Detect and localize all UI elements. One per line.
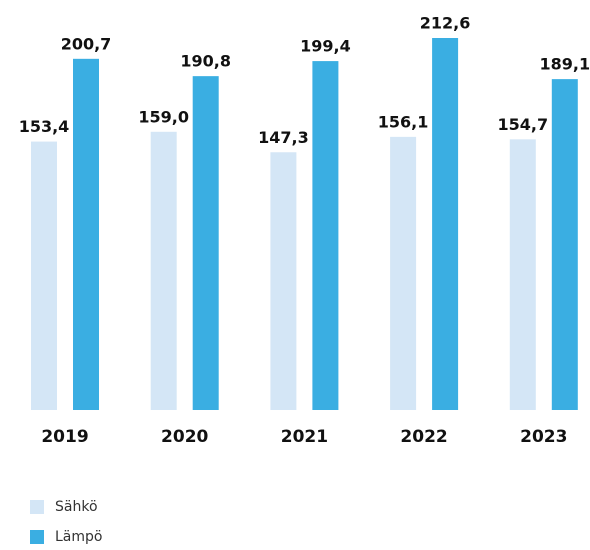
value-label: 189,1 [539,55,590,74]
bar [73,58,99,410]
x-tick-label: 2022 [400,427,447,447]
value-label: 147,3 [258,128,309,147]
bar [432,38,459,410]
x-tick-label: 2019 [41,427,88,447]
legend-swatch [30,530,44,544]
bar [390,136,417,411]
value-label: 154,7 [497,115,548,134]
x-tick-label: 2023 [520,427,567,447]
value-label: 156,1 [378,112,429,131]
legend-swatch [30,500,44,514]
bar [312,61,339,411]
legend-label: Sähkö [55,499,98,515]
bar [150,131,177,410]
x-tick-label: 2020 [161,427,208,447]
x-tick-label: 2021 [281,427,328,447]
bar [192,76,219,411]
value-label: 190,8 [180,52,231,71]
bar [551,79,578,410]
bar [509,139,536,410]
bar [270,152,297,410]
bar [31,141,57,411]
legend-label: Lämpö [55,529,102,545]
value-label: 159,0 [138,107,189,126]
value-label: 153,4 [19,117,70,136]
value-label: 212,6 [420,14,471,33]
value-label: 199,4 [300,37,351,56]
value-label: 200,7 [61,34,112,53]
